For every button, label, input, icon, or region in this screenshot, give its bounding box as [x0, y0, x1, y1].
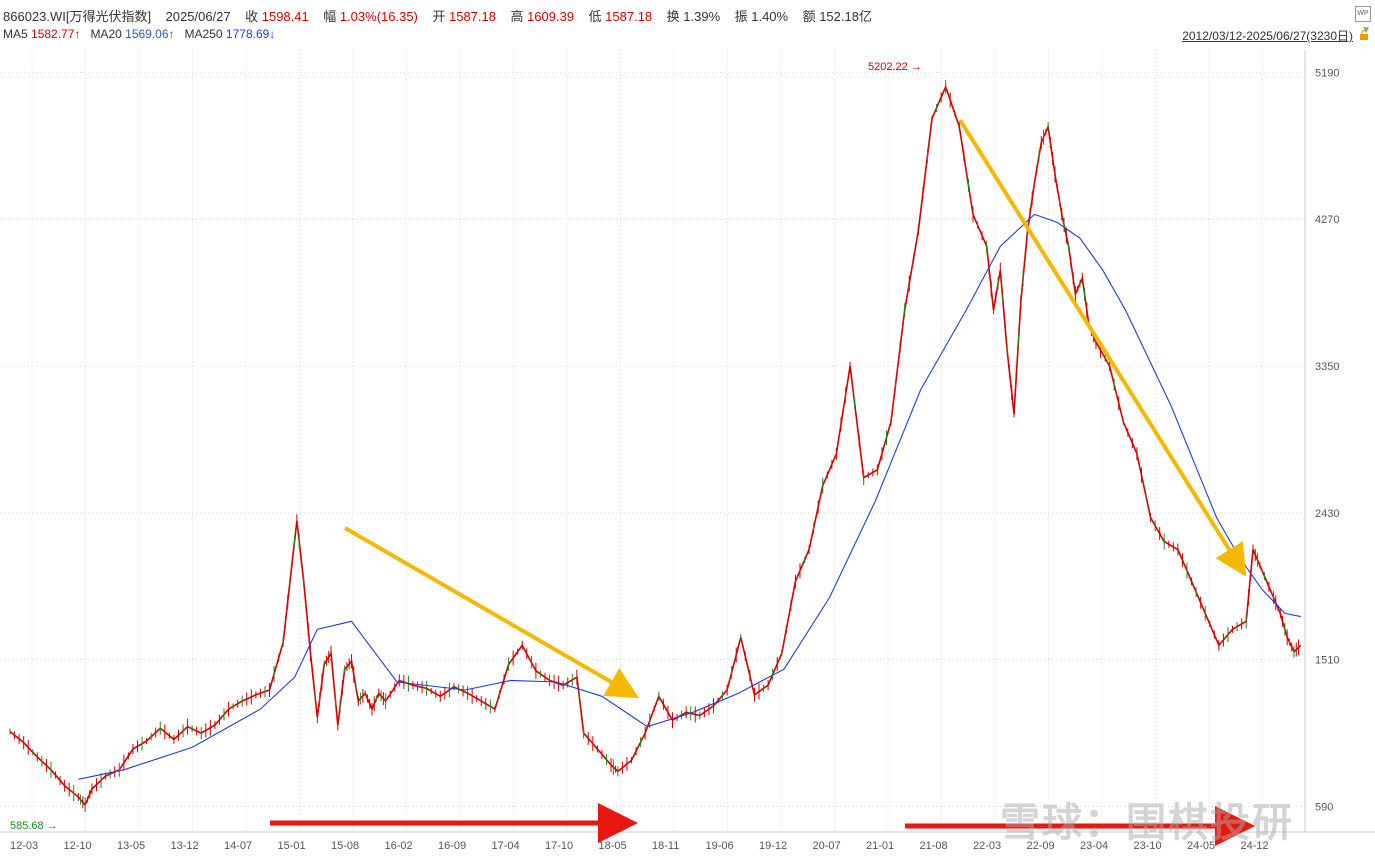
ma250-value: 1778.69↓ [225, 27, 276, 41]
x-tick-label: 12-10 [64, 840, 92, 852]
x-tick-label: 21-01 [866, 840, 894, 852]
turnover-value: 1.39% [683, 9, 721, 24]
amount-value: 152.18亿 [819, 9, 872, 24]
x-tick-label: 13-05 [117, 840, 145, 852]
high-label: 高 [510, 9, 524, 24]
amount-label: 额 [802, 9, 816, 24]
ma-legend: MA5 1582.77↑ MA20 1569.06↑ MA250 1778.69… [3, 27, 275, 41]
x-tick-label: 15-08 [331, 840, 359, 852]
ma5-value: 1582.77↑ [31, 27, 81, 41]
change-value: 1.03%(16.35) [339, 9, 418, 24]
x-tick-label: 23-10 [1134, 840, 1162, 852]
min-price-label: 585.68 → [10, 820, 58, 832]
low-value: 1587.18 [605, 9, 653, 24]
date-range-selector[interactable]: 2012/03/12-2025/06/27(3230日) [1182, 29, 1353, 43]
x-tick-label: 23-04 [1080, 840, 1108, 852]
x-tick-label: 22-03 [973, 840, 1001, 852]
ma250-label: MA250 [184, 27, 223, 41]
trade-date: 2025/06/27 [165, 9, 231, 24]
y-tick-label: 2430 [1315, 508, 1339, 520]
yellow-arrow-left [343, 526, 639, 699]
watermark-text: 雪球：围棋投研 [1000, 801, 1294, 845]
high-value: 1609.39 [527, 9, 575, 24]
wp-icon[interactable]: WP [1355, 6, 1371, 22]
ma250-line [78, 213, 1301, 780]
triangle-down-icon[interactable]: ▼ [1361, 25, 1371, 36]
ma5-label: MA5 [3, 27, 28, 41]
ma20-label: MA20 [90, 27, 122, 41]
x-tick-label: 17-10 [545, 840, 573, 852]
x-tick-label: 18-05 [599, 840, 627, 852]
index-code: 866023.WI[万得光伏指数] [3, 9, 152, 24]
x-tick-label: 14-07 [224, 840, 252, 852]
y-tick-label: 1510 [1315, 655, 1339, 667]
lock-icon[interactable] [1359, 30, 1369, 40]
x-tick-label: 21-08 [920, 840, 948, 852]
turnover-label: 换 [666, 9, 680, 24]
x-tick-label: 15-01 [278, 840, 306, 852]
x-tick-label: 20-07 [813, 840, 841, 852]
x-tick-label: 16-09 [438, 840, 466, 852]
x-tick-label: 24-05 [1187, 840, 1215, 852]
y-tick-label: 590 [1315, 801, 1333, 813]
y-tick-label: 3350 [1315, 361, 1339, 373]
x-tick-label: 16-02 [385, 840, 413, 852]
x-tick-label: 17-04 [492, 840, 520, 852]
y-tick-label: 5190 [1315, 67, 1339, 79]
x-tick-label: 19-06 [706, 840, 734, 852]
max-price-label: 5202.22 → [868, 61, 922, 73]
open-value: 1587.18 [448, 9, 496, 24]
price-line [9, 84, 1302, 807]
x-tick-label: 13-12 [171, 840, 199, 852]
header-bar: 866023.WI[万得光伏指数] 2025/06/27 收 1598.41 幅… [3, 6, 872, 25]
x-tick-label: 19-12 [759, 840, 787, 852]
x-tick-label: 18-11 [652, 840, 679, 852]
x-tick-label: 12-03 [10, 840, 38, 852]
close-value: 1598.41 [261, 9, 309, 24]
ma20-value: 1569.06↑ [125, 27, 175, 41]
low-label: 低 [588, 9, 602, 24]
amplitude-label: 振 [734, 9, 748, 24]
y-tick-label: 4270 [1315, 214, 1339, 226]
x-tick-label: 22-09 [1027, 840, 1055, 852]
amplitude-value: 1.40% [751, 9, 789, 24]
open-label: 开 [432, 9, 446, 24]
yellow-arrow-right [958, 118, 1247, 577]
close-label: 收 [245, 9, 259, 24]
change-label: 幅 [323, 9, 337, 24]
